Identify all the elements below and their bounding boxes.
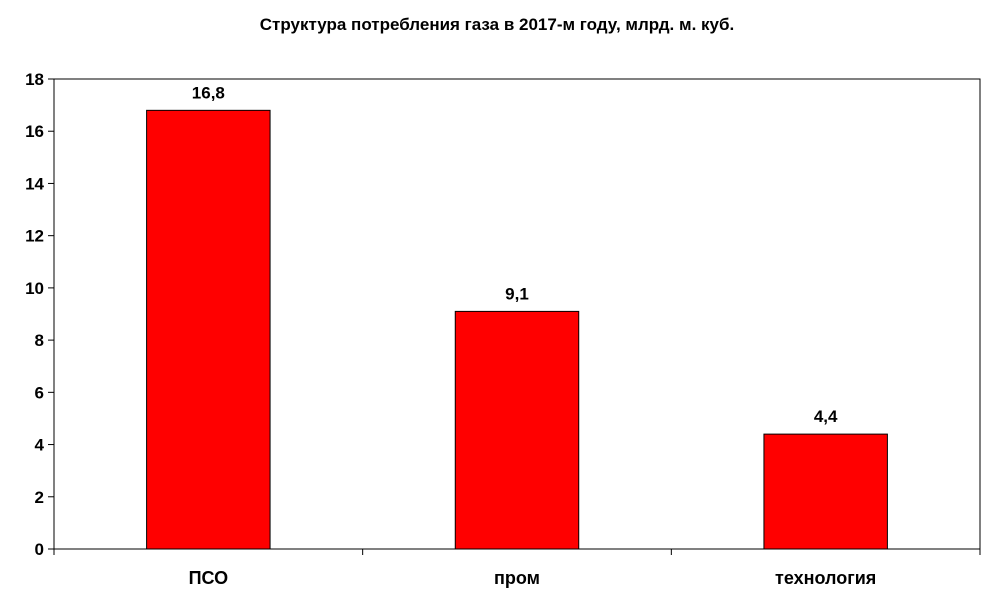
bar-value-label: 9,1 [505, 284, 529, 303]
bar [146, 109, 271, 550]
x-axis: ПСО пром технология [53, 549, 981, 588]
x-category-label: технология [775, 568, 876, 588]
bar [454, 310, 580, 550]
y-tick-label: 16 [25, 122, 44, 141]
y-tick-label: 18 [25, 70, 44, 89]
bars-group [146, 109, 888, 550]
y-tick-label: 8 [35, 331, 44, 350]
y-tick-label: 10 [25, 279, 44, 298]
y-tick-label: 4 [35, 436, 45, 455]
y-tick-label: 12 [25, 227, 44, 246]
y-tick-label: 0 [35, 540, 44, 559]
x-category-label: ПСО [189, 568, 229, 588]
x-category-label: пром [494, 568, 540, 588]
y-tick-label: 6 [35, 383, 44, 402]
bar-value-label: 16,8 [192, 83, 225, 102]
bar-value-label: 4,4 [814, 407, 838, 426]
y-tick-label: 2 [35, 488, 44, 507]
y-tick-label: 14 [25, 174, 44, 193]
chart-title: Структура потребления газа в 2017-м году… [260, 15, 734, 34]
y-axis: 0 2 4 6 8 10 12 14 16 18 [25, 70, 54, 559]
data-labels-group: 16,8 9,1 4,4 [192, 83, 838, 426]
bar [763, 433, 888, 550]
